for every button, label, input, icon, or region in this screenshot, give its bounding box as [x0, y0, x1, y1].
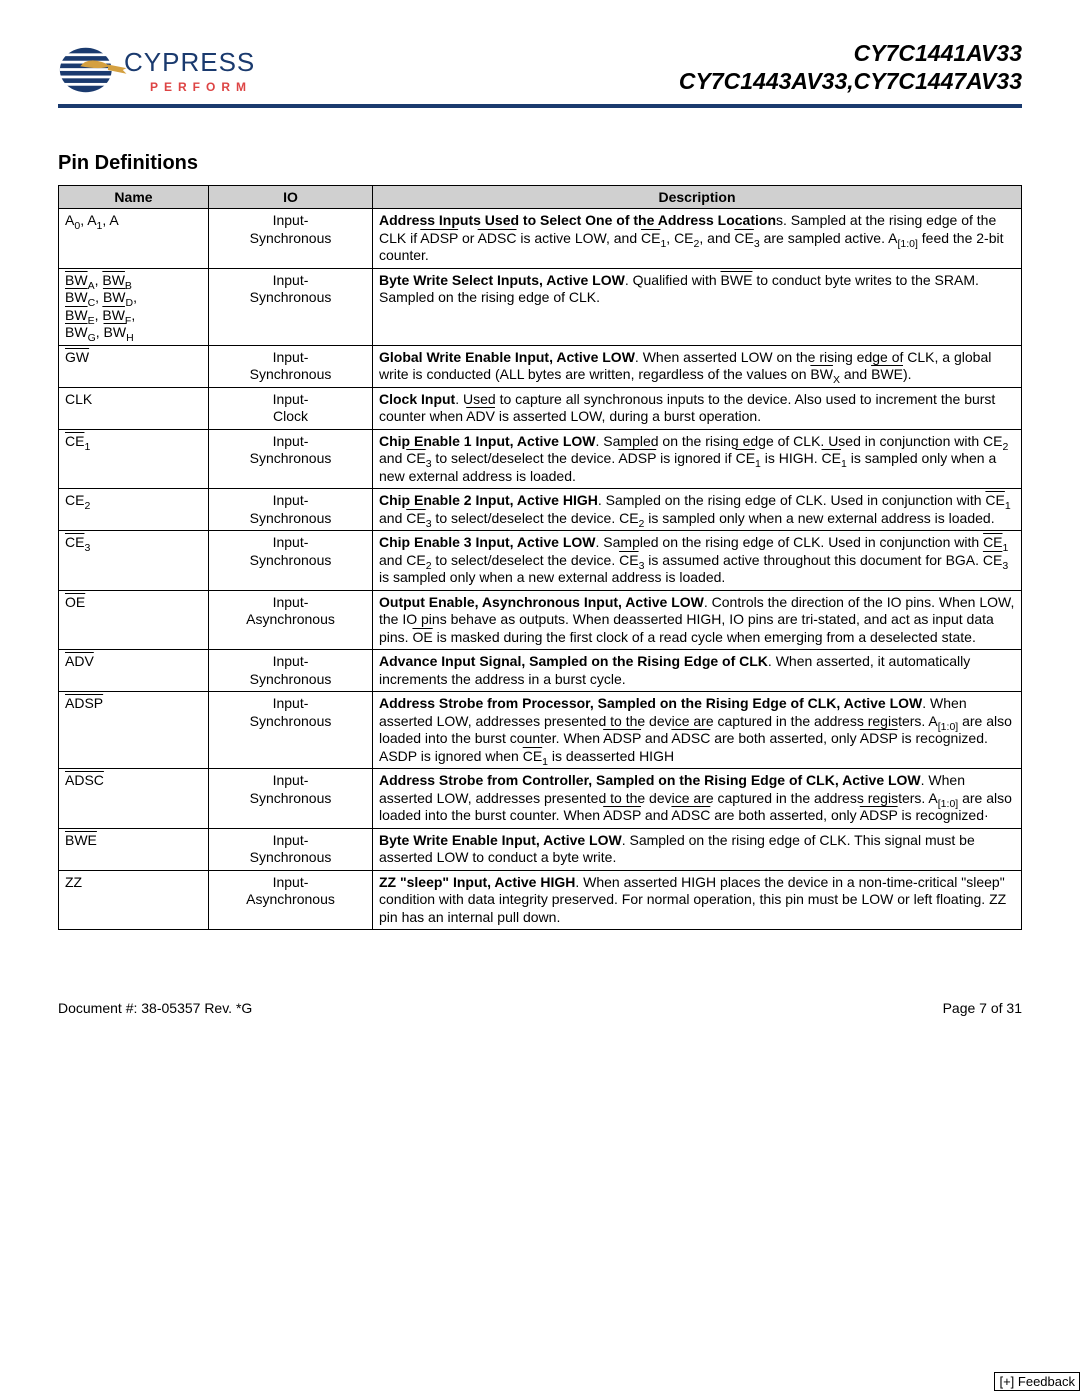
pin-name: BWE — [59, 828, 209, 870]
col-header-io: IO — [209, 186, 373, 209]
pin-io: Input-Synchronous — [209, 268, 373, 345]
pin-desc: Output Enable, Asynchronous Input, Activ… — [373, 590, 1022, 650]
table-row: OE Input-Asynchronous Output Enable, Asy… — [59, 590, 1022, 650]
table-row: GW Input-Synchronous Global Write Enable… — [59, 345, 1022, 387]
pin-desc: Byte Write Enable Input, Active LOW. Sam… — [373, 828, 1022, 870]
part-number-2: CY7C1443AV33,CY7C1447AV33 — [679, 68, 1022, 96]
table-row: CLK Input-Clock Clock Input. Used to cap… — [59, 387, 1022, 429]
pin-name: BWA, BWBBWC, BWD,BWE, BWF,BWG, BWH — [59, 268, 209, 345]
pin-desc: Address Strobe from Controller, Sampled … — [373, 769, 1022, 829]
table-row: A0, A1, A Input-Synchronous Address Inpu… — [59, 209, 1022, 269]
table-row: CE1 Input-Synchronous Chip Enable 1 Inpu… — [59, 429, 1022, 489]
brand-logo: CYPRESS PERFORM — [58, 40, 255, 100]
table-row: ADSP Input-Synchronous Address Strobe fr… — [59, 692, 1022, 769]
pin-desc: Chip Enable 2 Input, Active HIGH. Sample… — [373, 489, 1022, 531]
pin-io: Input-Synchronous — [209, 692, 373, 769]
pin-io: Input-Asynchronous — [209, 870, 373, 930]
feedback-button[interactable]: [+] Feedback — [994, 1372, 1080, 1391]
pin-desc: Byte Write Select Inputs, Active LOW. Qu… — [373, 268, 1022, 345]
table-row: ZZ Input-Asynchronous ZZ "sleep" Input, … — [59, 870, 1022, 930]
table-row: ADSC Input-Synchronous Address Strobe fr… — [59, 769, 1022, 829]
col-header-name: Name — [59, 186, 209, 209]
section-title: Pin Definitions — [58, 152, 1022, 175]
page-number: Page 7 of 31 — [943, 1000, 1022, 1016]
globe-icon — [58, 40, 132, 100]
pin-desc: Chip Enable 1 Input, Active LOW. Sampled… — [373, 429, 1022, 489]
pin-name: ADSC — [59, 769, 209, 829]
pin-desc: Chip Enable 3 Input, Active LOW. Sampled… — [373, 531, 1022, 591]
table-row: BWA, BWBBWC, BWD,BWE, BWF,BWG, BWH Input… — [59, 268, 1022, 345]
pin-desc: Advance Input Signal, Sampled on the Ris… — [373, 650, 1022, 692]
pin-name: CLK — [59, 387, 209, 429]
brand-tagline: PERFORM — [150, 80, 255, 94]
page-header: CYPRESS PERFORM CY7C1441AV33 CY7C1443AV3… — [58, 40, 1022, 100]
pin-desc: ZZ "sleep" Input, Active HIGH. When asse… — [373, 870, 1022, 930]
pin-name: CE2 — [59, 489, 209, 531]
pin-io: Input-Synchronous — [209, 429, 373, 489]
pin-desc: Clock Input. Used to capture all synchro… — [373, 387, 1022, 429]
brand-name: CYPRESS — [124, 47, 255, 78]
pin-definitions-table: Name IO Description A0, A1, A Input-Sync… — [58, 185, 1022, 930]
pin-name: CE3 — [59, 531, 209, 591]
pin-name: A0, A1, A — [59, 209, 209, 269]
pin-name: ADSP — [59, 692, 209, 769]
pin-io: Input-Synchronous — [209, 209, 373, 269]
pin-io: Input-Synchronous — [209, 531, 373, 591]
pin-name: OE — [59, 590, 209, 650]
table-row: BWE Input-Synchronous Byte Write Enable … — [59, 828, 1022, 870]
pin-io: Input-Synchronous — [209, 489, 373, 531]
doc-number: Document #: 38-05357 Rev. *G — [58, 1000, 252, 1016]
page-footer: Document #: 38-05357 Rev. *G Page 7 of 3… — [58, 1000, 1022, 1016]
part-number-1: CY7C1441AV33 — [679, 40, 1022, 68]
pin-io: Input-Clock — [209, 387, 373, 429]
pin-io: Input-Synchronous — [209, 650, 373, 692]
table-row: CE2 Input-Synchronous Chip Enable 2 Inpu… — [59, 489, 1022, 531]
table-row: ADV Input-Synchronous Advance Input Sign… — [59, 650, 1022, 692]
pin-desc: Global Write Enable Input, Active LOW. W… — [373, 345, 1022, 387]
pin-name: GW — [59, 345, 209, 387]
pin-io: Input-Synchronous — [209, 345, 373, 387]
pin-desc: Address Inputs Used to Select One of the… — [373, 209, 1022, 269]
header-divider — [58, 104, 1022, 108]
pin-desc: Address Strobe from Processor, Sampled o… — [373, 692, 1022, 769]
pin-name: ADV — [59, 650, 209, 692]
pin-io: Input-Asynchronous — [209, 590, 373, 650]
pin-io: Input-Synchronous — [209, 769, 373, 829]
part-numbers: CY7C1441AV33 CY7C1443AV33,CY7C1447AV33 — [679, 40, 1022, 95]
col-header-desc: Description — [373, 186, 1022, 209]
table-row: CE3 Input-Synchronous Chip Enable 3 Inpu… — [59, 531, 1022, 591]
pin-name: CE1 — [59, 429, 209, 489]
pin-name: ZZ — [59, 870, 209, 930]
table-header-row: Name IO Description — [59, 186, 1022, 209]
pin-io: Input-Synchronous — [209, 828, 373, 870]
